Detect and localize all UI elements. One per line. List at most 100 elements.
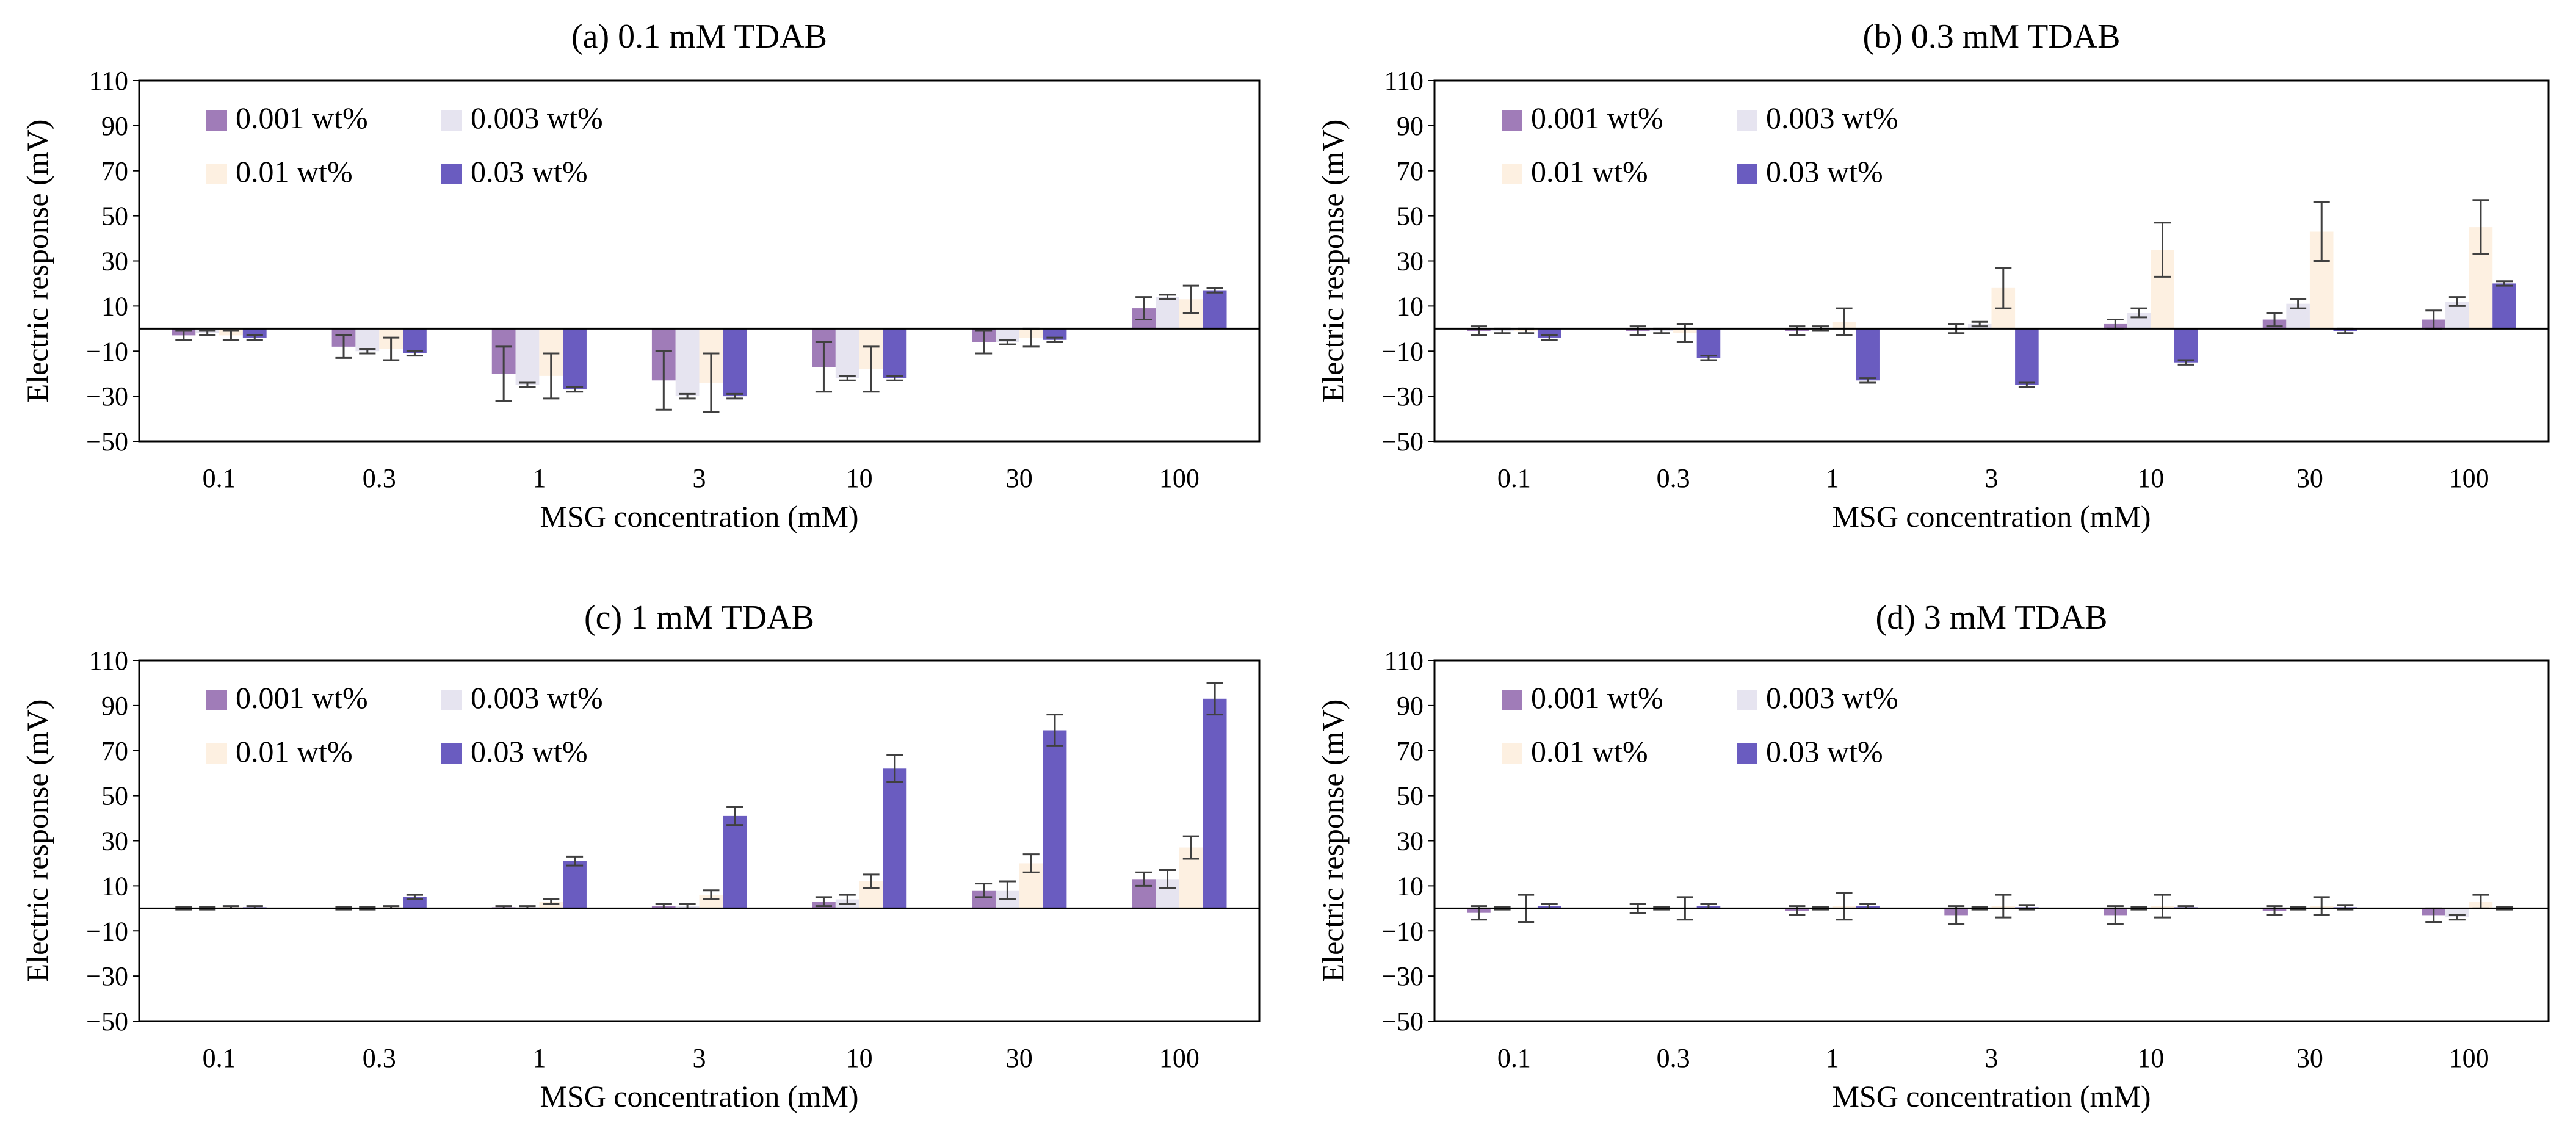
legend-swatch — [1502, 690, 1522, 710]
y-tick-label: 90 — [1397, 691, 1424, 721]
x-tick-label: 1 — [532, 1043, 546, 1073]
y-tick-label: 50 — [101, 781, 128, 811]
y-tick-label: 90 — [101, 111, 128, 141]
y-tick-label: 70 — [101, 736, 128, 766]
y-tick-label: −50 — [1381, 427, 1424, 457]
legend-swatch — [441, 164, 462, 184]
x-tick-label: 3 — [693, 1043, 706, 1073]
y-tick-label: −10 — [86, 916, 128, 946]
legend-label: 0.001 wt% — [236, 101, 368, 135]
panel-c: (c) 1 mM TDAB1109070503010−10−30−50Elect… — [20, 599, 1261, 1113]
y-tick-label: 110 — [89, 66, 128, 96]
y-tick-label: −10 — [1381, 336, 1424, 366]
bar — [675, 328, 700, 397]
y-tick-label: 10 — [1397, 871, 1424, 901]
x-tick-label: 30 — [2296, 1043, 2323, 1073]
x-tick-label: 0.3 — [1657, 463, 1690, 493]
x-tick-label: 10 — [846, 1043, 873, 1073]
x-tick-label: 10 — [2137, 463, 2164, 493]
legend-swatch — [1502, 743, 1522, 764]
x-axis-label: MSG concentration (mM) — [540, 499, 858, 533]
bar — [1043, 730, 1067, 909]
x-tick-label: 3 — [693, 463, 706, 493]
legend-label: 0.01 wt% — [236, 734, 353, 768]
legend-swatch — [1737, 690, 1757, 710]
legend-label: 0.003 wt% — [471, 101, 603, 135]
y-tick-label: 30 — [101, 247, 128, 276]
y-tick-label: 10 — [101, 291, 128, 321]
y-tick-label: 50 — [1397, 201, 1424, 231]
y-tick-label: 70 — [1397, 736, 1424, 766]
legend-label: 0.03 wt% — [1766, 154, 1883, 189]
x-tick-label: 30 — [1006, 1043, 1033, 1073]
y-tick-label: −10 — [1381, 916, 1424, 946]
chart-title: (c) 1 mM TDAB — [584, 599, 814, 637]
legend-label: 0.001 wt% — [236, 681, 368, 715]
x-tick-label: 0.1 — [1497, 463, 1531, 493]
bar — [2492, 283, 2516, 329]
x-tick-label: 0.3 — [1657, 1043, 1690, 1073]
bar — [355, 328, 380, 352]
y-tick-label: −30 — [86, 381, 128, 411]
legend-swatch — [206, 743, 227, 764]
bar — [1203, 290, 1227, 329]
bar — [883, 768, 907, 909]
y-tick-label: 90 — [1397, 111, 1424, 141]
y-tick-label: 30 — [1397, 826, 1424, 856]
x-tick-label: 1 — [1826, 463, 1839, 493]
bar — [539, 902, 563, 909]
legend-label: 0.03 wt% — [1766, 734, 1883, 768]
y-tick-label: 30 — [101, 826, 128, 856]
panel-d: (d) 3 mM TDAB1109070503010−10−30−50Elect… — [1315, 599, 2550, 1113]
legend-label: 0.003 wt% — [1766, 101, 1898, 135]
legend-swatch — [1502, 164, 1522, 184]
legend-label: 0.001 wt% — [1531, 101, 1663, 135]
x-tick-label: 0.1 — [203, 1043, 236, 1073]
bar — [563, 861, 587, 909]
bar — [2174, 328, 2198, 363]
x-tick-label: 100 — [2449, 1043, 2489, 1073]
x-tick-label: 1 — [532, 463, 546, 493]
chart-title: (b) 0.3 mM TDAB — [1862, 18, 2120, 56]
x-tick-label: 10 — [2137, 1043, 2164, 1073]
legend-label: 0.03 wt% — [471, 734, 588, 768]
legend-swatch — [441, 743, 462, 764]
y-tick-label: 110 — [1384, 66, 1424, 96]
legend-swatch — [441, 110, 462, 131]
x-axis-label: MSG concentration (mM) — [540, 1079, 858, 1113]
y-tick-label: 90 — [101, 691, 128, 721]
y-tick-label: 70 — [1397, 156, 1424, 186]
legend-label: 0.01 wt% — [1531, 154, 1648, 189]
x-tick-label: 100 — [1159, 463, 1199, 493]
y-axis-label: Electric response (mV) — [1315, 699, 1350, 983]
x-tick-label: 30 — [2296, 463, 2323, 493]
bar — [835, 328, 859, 378]
y-tick-label: 30 — [1397, 247, 1424, 276]
legend-label: 0.001 wt% — [1531, 681, 1663, 715]
bar — [1696, 328, 1721, 358]
x-tick-label: 3 — [1985, 1043, 1999, 1073]
bar — [2015, 328, 2039, 385]
y-tick-label: −30 — [86, 961, 128, 991]
legend-swatch — [206, 690, 227, 710]
legend-label: 0.01 wt% — [236, 154, 353, 189]
bar — [1203, 698, 1227, 909]
legend-label: 0.003 wt% — [471, 681, 603, 715]
y-tick-label: −30 — [1381, 961, 1424, 991]
bar — [403, 328, 427, 353]
chart-title: (d) 3 mM TDAB — [1875, 599, 2107, 637]
bar — [723, 328, 747, 397]
bar — [1156, 297, 1179, 329]
bar — [515, 328, 540, 385]
y-tick-label: 70 — [101, 156, 128, 186]
y-tick-label: 10 — [101, 871, 128, 901]
chart-title: (a) 0.1 mM TDAB — [571, 18, 827, 56]
y-tick-label: 10 — [1397, 291, 1424, 321]
y-tick-label: −10 — [86, 336, 128, 366]
x-tick-label: 10 — [846, 463, 873, 493]
legend-swatch — [441, 690, 462, 710]
y-axis-label: Electric response (mV) — [20, 699, 54, 983]
panel-a: (a) 0.1 mM TDAB1109070503010−10−30−50Ele… — [20, 18, 1261, 533]
x-axis-label: MSG concentration (mM) — [1832, 1079, 2151, 1113]
